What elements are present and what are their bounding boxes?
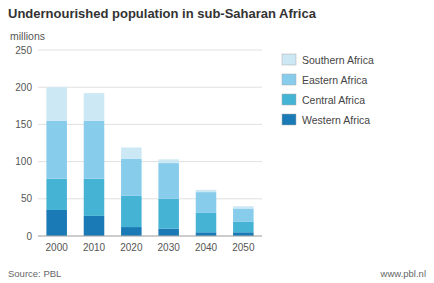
grid-line: [38, 198, 262, 199]
bar-segment: [84, 216, 105, 236]
chart: Undernourished population in sub-Saharan…: [0, 0, 434, 283]
y-tick-label: 200: [15, 82, 32, 93]
bar-segment: [46, 121, 67, 179]
y-tick-label: 100: [15, 156, 32, 167]
legend-label: Central Africa: [302, 94, 365, 106]
bar-segment: [196, 213, 217, 232]
x-tick-label: 2010: [83, 242, 106, 253]
bar-segment: [233, 206, 254, 208]
bar-segment: [121, 196, 142, 227]
legend-swatch: [282, 94, 296, 105]
y-tick-label: 250: [15, 45, 32, 56]
grid-line: [38, 124, 262, 125]
grid-line: [38, 87, 262, 88]
grid-line: [38, 50, 262, 51]
grid-line: [38, 236, 262, 237]
bar-segment: [46, 87, 67, 120]
x-tick-label: 2040: [195, 242, 218, 253]
legend-label: Western Africa: [302, 114, 370, 126]
title: Undernourished population in sub-Saharan…: [8, 6, 317, 21]
legend-swatch: [282, 114, 296, 125]
bar-segment: [84, 93, 105, 121]
bar-segment: [121, 147, 142, 158]
bar-segment: [196, 192, 217, 213]
bar-segment: [121, 159, 142, 196]
legend: Southern Africa Eastern Africa Central Afr…: [282, 54, 374, 126]
x-tick-label: 2020: [120, 242, 143, 253]
bar-segment: [46, 179, 67, 210]
bar-segment: [158, 229, 179, 236]
y-tick-label: 0: [26, 231, 32, 242]
bar-segment: [46, 210, 67, 236]
x-tick-label: 2030: [158, 242, 181, 253]
bar-segment: [158, 199, 179, 229]
bar-segment: [158, 159, 179, 163]
legend-label: Southern Africa: [302, 54, 374, 66]
x-tick-label: 2000: [46, 242, 69, 253]
y-tick-label: 150: [15, 119, 32, 130]
x-tick-label: 2050: [232, 242, 255, 253]
bar-segment: [233, 232, 254, 236]
source-url: www.pbl.nl: [380, 268, 426, 279]
legend-swatch: [282, 54, 296, 65]
bar-segment: [158, 163, 179, 199]
bar-segment: [84, 179, 105, 216]
bars: [46, 87, 253, 236]
bar-segment: [121, 227, 142, 236]
bar-segment: [196, 232, 217, 236]
y-tick-label: 50: [21, 193, 33, 204]
source-note: Source: PBL: [8, 268, 61, 279]
grid-line: [38, 161, 262, 162]
legend-swatch: [282, 74, 296, 85]
bar-segment: [84, 121, 105, 179]
legend-label: Eastern Africa: [302, 74, 368, 86]
bar-segment: [233, 222, 254, 232]
subtitle: millions: [10, 30, 45, 42]
bar-segment: [196, 190, 217, 192]
bar-segment: [233, 208, 254, 221]
x-axis-line: [38, 236, 262, 237]
